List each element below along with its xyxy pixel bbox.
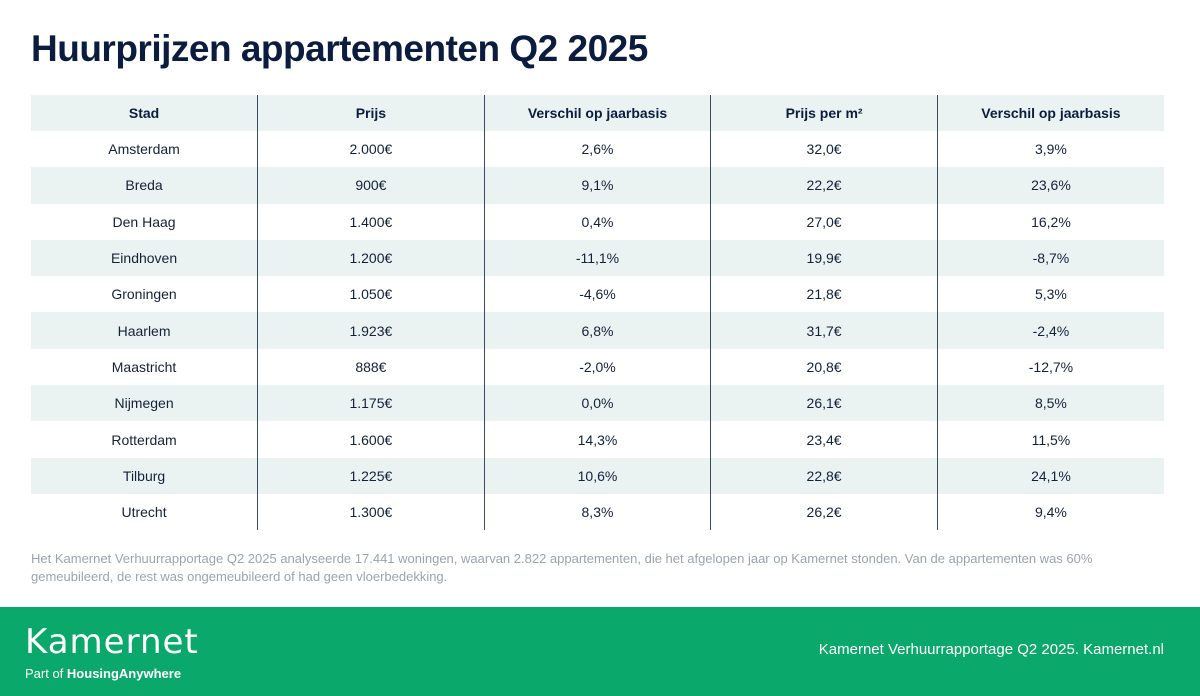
cell-city: Haarlem	[117, 322, 171, 339]
table-row: Maastricht 888€ -2,0% 20,8€ -12,7%	[31, 348, 1164, 386]
table-row: Haarlem 1.923€ 6,8% 31,7€ -2,4%	[31, 312, 1164, 349]
cell-price: 1.600€	[257, 421, 485, 458]
cell-price-per-m2-change: -8,7%	[936, 239, 1164, 277]
cell-price: 888€	[257, 348, 485, 386]
cell-price-per-m2: 21,8€	[710, 276, 938, 313]
cell-price-per-m2-change: 9,4%	[936, 493, 1164, 531]
cell-price-per-m2: 31,7€	[710, 312, 938, 349]
cell-price-change: 0,0%	[483, 385, 711, 422]
cell-price-change: -2,0%	[483, 348, 711, 386]
table-row: Utrecht 1.300€ 8,3% 26,2€ 9,4%	[31, 493, 1164, 531]
logo-tagline-brand: HousingAnywhere	[66, 666, 182, 681]
table-row: Tilburg 1.225€ 10,6% 22,8€ 24,1%	[31, 457, 1164, 494]
header-price-change: Verschil op jaarbasis	[483, 95, 711, 131]
rent-table: Stad Prijs Verschil op jaarbasis Prijs p…	[31, 95, 1164, 531]
cell-price-change: 9,1%	[483, 167, 711, 204]
cell-price-per-m2-change: 8,5%	[936, 385, 1164, 422]
cell-price-per-m2-change: -12,7%	[936, 348, 1164, 386]
cell-price-per-m2-change: -2,4%	[936, 312, 1164, 349]
table-row: Rotterdam 1.600€ 14,3% 23,4€ 11,5%	[31, 421, 1164, 458]
cell-price-per-m2: 27,0€	[710, 203, 938, 240]
cell-price-change: 14,3%	[483, 421, 711, 458]
cell-city: Eindhoven	[110, 250, 178, 267]
cell-price-per-m2-change: 3,9%	[936, 131, 1164, 168]
header-city: Stad	[128, 105, 160, 121]
header-price-per-m2-change: Verschil op jaarbasis	[936, 95, 1164, 131]
table-row: Den Haag 1.400€ 0,4% 27,0€ 16,2%	[31, 203, 1164, 240]
table-row: Nijmegen 1.175€ 0,0% 26,1€ 8,5%	[31, 385, 1164, 422]
footer-banner: Kamernet Part of HousingAnywhere Kamerne…	[0, 607, 1200, 696]
cell-price-per-m2: 26,2€	[710, 493, 938, 531]
cell-price-change: 0,4%	[483, 203, 711, 240]
methodology-note: Het Kamernet Verhuurrapportage Q2 2025 a…	[31, 551, 1093, 584]
cell-price: 900€	[257, 167, 485, 204]
cell-price: 1.050€	[257, 276, 485, 313]
cell-price: 1.400€	[257, 203, 485, 240]
table-header-row: Stad Prijs Verschil op jaarbasis Prijs p…	[31, 95, 1164, 131]
rent-table-container: Stad Prijs Verschil op jaarbasis Prijs p…	[31, 95, 1164, 531]
cell-price-change: 2,6%	[483, 131, 711, 168]
cell-price-per-m2-change: 5,3%	[936, 276, 1164, 313]
cell-price-change: 10,6%	[483, 457, 711, 494]
table-body: Amsterdam 2.000€ 2,6% 32,0€ 3,9% Breda 900€ 9,1…	[31, 131, 1164, 531]
cell-price-change: -11,1%	[483, 239, 711, 277]
cell-city: Utrecht	[121, 504, 167, 521]
cell-price: 1.225€	[257, 457, 485, 494]
table-row: Groningen 1.050€ -4,6% 21,8€ 5,3%	[31, 276, 1164, 313]
table-row: Breda 900€ 9,1% 22,2€ 23,6%	[31, 167, 1164, 204]
header-price-per-m2: Prijs per m²	[710, 95, 938, 131]
header-price: Prijs	[257, 95, 485, 131]
cell-city: Tilburg	[122, 467, 166, 484]
cell-price: 2.000€	[257, 131, 485, 168]
cell-city: Den Haag	[112, 213, 176, 230]
cell-price-change: -4,6%	[483, 276, 711, 313]
logo-tagline: Part of HousingAnywhere	[25, 666, 199, 682]
cell-price-per-m2: 19,9€	[710, 239, 938, 277]
logo-tagline-prefix: Part of	[25, 666, 67, 681]
cell-price-per-m2-change: 11,5%	[936, 421, 1164, 458]
cell-price-per-m2: 23,4€	[710, 421, 938, 458]
cell-price-per-m2-change: 24,1%	[936, 457, 1164, 494]
cell-price-per-m2-change: 23,6%	[936, 167, 1164, 204]
cell-price-change: 6,8%	[483, 312, 711, 349]
cell-price-per-m2: 26,1€	[710, 385, 938, 422]
table-row: Amsterdam 2.000€ 2,6% 32,0€ 3,9%	[31, 131, 1164, 168]
kamernet-logo: Kamernet Part of HousingAnywhere	[25, 624, 199, 682]
logo-wordmark: Kamernet	[25, 622, 199, 662]
cell-price-change: 8,3%	[483, 493, 711, 531]
page-title: Huurprijzen appartementen Q2 2025	[31, 28, 648, 69]
cell-price: 1.923€	[257, 312, 485, 349]
cell-price-per-m2: 20,8€	[710, 348, 938, 386]
cell-city: Breda	[125, 177, 163, 194]
table-row: Eindhoven 1.200€ -11,1% 19,9€ -8,7%	[31, 239, 1164, 277]
cell-price-per-m2: 22,2€	[710, 167, 938, 204]
cell-price-per-m2-change: 16,2%	[936, 203, 1164, 240]
cell-city: Nijmegen	[114, 395, 174, 412]
cell-price: 1.300€	[257, 493, 485, 531]
cell-city: Rotterdam	[111, 431, 177, 448]
cell-price: 1.175€	[257, 385, 485, 422]
cell-price-per-m2: 22,8€	[710, 457, 938, 494]
cell-price-per-m2: 32,0€	[710, 131, 938, 168]
cell-city: Groningen	[111, 286, 177, 303]
cell-city: Amsterdam	[108, 141, 180, 158]
cell-price: 1.200€	[257, 239, 485, 277]
footer-source-text: Kamernet Verhuurrapportage Q2 2025. Kame…	[818, 641, 1164, 658]
cell-city: Maastricht	[111, 358, 177, 375]
